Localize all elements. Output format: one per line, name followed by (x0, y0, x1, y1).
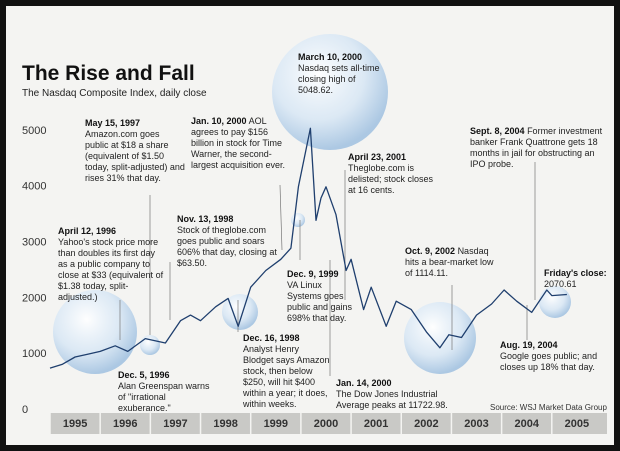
data-line (49, 127, 567, 369)
bubble (272, 34, 388, 150)
x-axis-band (50, 413, 607, 434)
annotation-date: Nov. 13, 1998 (177, 214, 234, 224)
annotation-date: Aug. 19, 2004 (500, 340, 558, 350)
annotation-text: Theglobe.com is delisted; stock closes a… (348, 163, 434, 195)
bubble (140, 335, 160, 355)
annotation-text: VA Linux Systems goes public and gains 6… (287, 280, 353, 323)
annotation-date: March 10, 2000 (298, 52, 363, 62)
annotation-text: The Dow Jones Industrial Average peaks a… (336, 389, 448, 410)
x-tick-label: 1997 (163, 418, 187, 430)
annotation-text: 2070.61 (544, 279, 577, 289)
annotation: Dec. 9, 1999 VA Linux Systems goes public… (287, 269, 355, 324)
annotation-text: AOL agrees to pay $156 billion in stock … (191, 116, 286, 170)
annotation-text: Google goes public; and closes up 18% th… (500, 351, 598, 372)
y-tick-label: 5000 (22, 125, 46, 137)
annotation-text: Alan Greenspan warns of "irrational exub… (118, 381, 210, 413)
bubbles (53, 34, 571, 374)
x-tick-label: 1998 (213, 418, 237, 430)
annotation-date: Jan. 10, 2000 (191, 116, 247, 126)
bubble (404, 302, 476, 374)
x-tick-label: 1999 (264, 418, 288, 430)
plot: 0 1000 2000 3000 4000 5000 1995 1996 1997 1998 199… (22, 125, 589, 434)
annotation-date: Dec. 5, 1996 (118, 370, 170, 380)
x-tick-label: 2001 (364, 418, 388, 430)
annotation: May 15, 1997 Amazon.com goes public at $1… (85, 118, 185, 184)
annotation-text: Nasdaq hits a bear-market low of 1114.11… (405, 246, 494, 278)
chart-subtitle: The Nasdaq Composite Index, daily close (22, 88, 207, 99)
annotation: March 10, 2000 Nasdaq sets all-time closi… (298, 52, 390, 96)
x-tick-label: 2004 (514, 418, 539, 430)
annotation: Friday's close: 2070.61 (544, 268, 610, 290)
annotation-date: April 12, 1996 (58, 226, 117, 236)
annotation-date: Dec. 16, 1998 (243, 333, 300, 343)
y-tick-label: 4000 (22, 181, 46, 193)
annotation: April 23, 2001 Theglobe.com is delisted; … (348, 152, 440, 196)
annotation: Oct. 9, 2002 Nasdaq hits a bear-market l… (405, 246, 500, 279)
annotation-text: Analyst Henry Blodget says Amazon stock,… (243, 344, 330, 409)
y-tick-label: 0 (22, 404, 28, 416)
annotation: Jan. 10, 2000 AOL agrees to pay $156 bil… (191, 116, 289, 171)
annotation-date: Jan. 14, 2000 (336, 378, 392, 388)
x-tick-label: 2003 (464, 418, 488, 430)
x-tick-label: 1996 (113, 418, 137, 430)
annotation: Aug. 19, 2004 Google goes public; and clo… (500, 340, 605, 373)
annotation-date: May 15, 1997 (85, 118, 141, 128)
x-tick-label: 2002 (414, 418, 438, 430)
annotation-date: Dec. 9, 1999 (287, 269, 339, 279)
annotation: Dec. 16, 1998 Analyst Henry Blodget says … (243, 333, 331, 410)
annotation: Sept. 8, 2004 Former investment banker F… (470, 126, 605, 170)
annotation: April 12, 1996 Yahoo's stock price more t… (58, 226, 164, 303)
leader-line (279, 184, 283, 251)
x-tick-label: 2000 (314, 418, 338, 430)
annotation-date: April 23, 2001 (348, 152, 407, 162)
bubble (539, 286, 571, 318)
leader-lines (119, 162, 536, 376)
annotation-text: Amazon.com goes public at $18 a share (e… (85, 129, 185, 183)
y-tick-label: 3000 (22, 237, 46, 249)
source-note: Source: WSJ Market Data Group (490, 403, 607, 412)
annotation-date: Oct. 9, 2002 (405, 246, 456, 256)
annotation-text: Nasdaq sets all-time closing high of 504… (298, 63, 380, 95)
annotation: Jan. 14, 2000 The Dow Jones Industrial Av… (336, 378, 454, 411)
x-tick-label: 1995 (63, 418, 87, 430)
bubble (53, 290, 137, 374)
annotation: Dec. 5, 1996 Alan Greenspan warns of "irr… (118, 370, 218, 414)
bubble (222, 294, 258, 330)
annotation-text: Yahoo's stock price more than doubles it… (58, 237, 164, 302)
chart-title: The Rise and Fall (22, 62, 195, 85)
y-tick-label: 1000 (22, 348, 46, 360)
annotation-date: Friday's close: (544, 268, 607, 278)
annotation: Nov. 13, 1998 Stock of theglobe.com goes … (177, 214, 277, 269)
annotation-text: Former investment banker Frank Quattrone… (470, 126, 603, 169)
y-tick-label: 2000 (22, 292, 46, 304)
annotation-text: Stock of theglobe.com goes public and so… (177, 225, 277, 268)
annotation-date: Sept. 8, 2004 (470, 126, 525, 136)
x-tick-label: 2005 (565, 418, 589, 430)
